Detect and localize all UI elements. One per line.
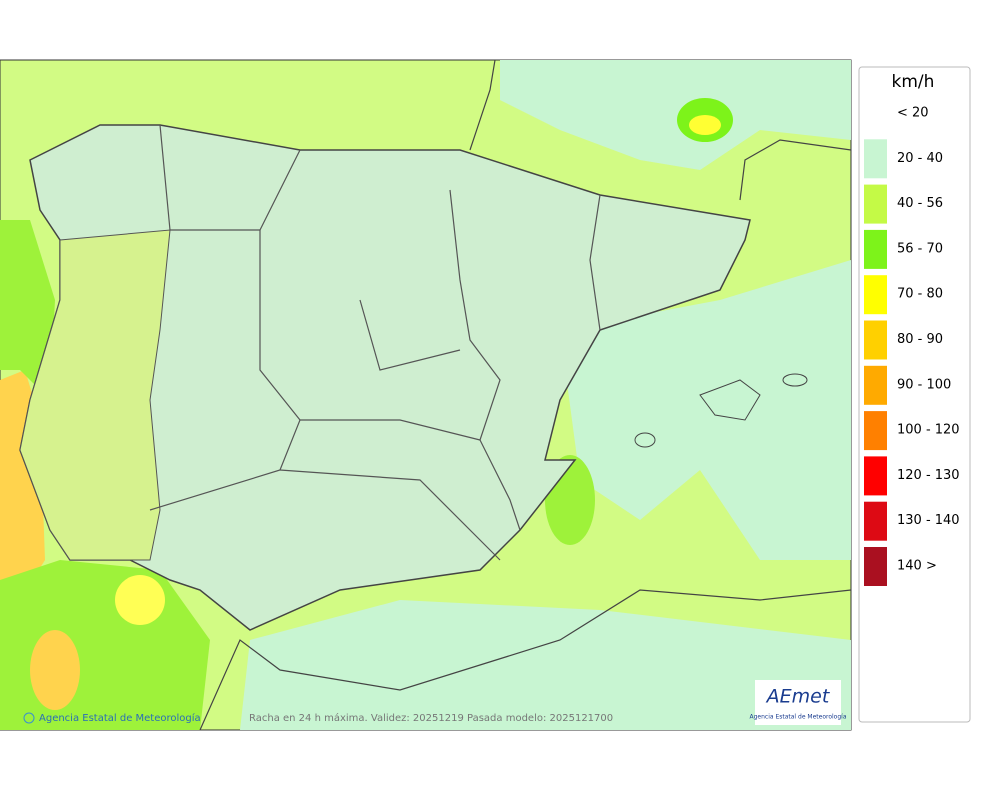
legend-label: 70 - 80 [897,287,943,302]
legend-label: 100 - 120 [897,423,960,438]
legend: < 20 20 - 40 40 - 56 56 - 70 70 - 80 80 - 90 9… [864,106,960,586]
legend-label: < 20 [897,106,929,121]
legend-label: 56 - 70 [897,241,943,256]
legend-label: 90 - 100 [897,377,951,392]
legend-swatch [864,139,887,179]
region-borders [149,124,601,561]
portugal [19,229,171,561]
copyright-icon [23,712,35,724]
legend-swatch [864,501,887,541]
legend-label: 40 - 56 [897,196,943,211]
sea-fields [0,60,851,730]
legend-title: km/h [892,72,935,92]
credit: Agencia Estatal de Meteorología [39,712,201,724]
legend-label: 130 - 140 [897,513,960,528]
legend-label: 20 - 40 [897,151,943,166]
caption: Racha en 24 h máxima. Validez: 20251219 … [249,712,613,724]
legend-swatch [864,184,887,224]
logo-subtitle: Agencia Estatal de Meteorología [750,714,847,721]
legend-swatch [864,275,887,315]
logo-name: AEmet [765,686,831,708]
legend-swatch [864,456,887,496]
legend-swatch [864,320,887,360]
logo-box [755,680,841,725]
france-coast [469,59,496,151]
legend-label: 120 - 130 [897,468,960,483]
legend-swatch [864,547,887,586]
legend-label: 80 - 90 [897,332,943,347]
legend-swatch [864,365,887,405]
balearic-islands [634,373,808,448]
legend-swatch [864,229,887,269]
africa-coast [199,589,852,731]
legend-swatch [864,411,887,451]
france-coast-east [739,139,852,201]
legend-label: 140 > [897,559,937,574]
